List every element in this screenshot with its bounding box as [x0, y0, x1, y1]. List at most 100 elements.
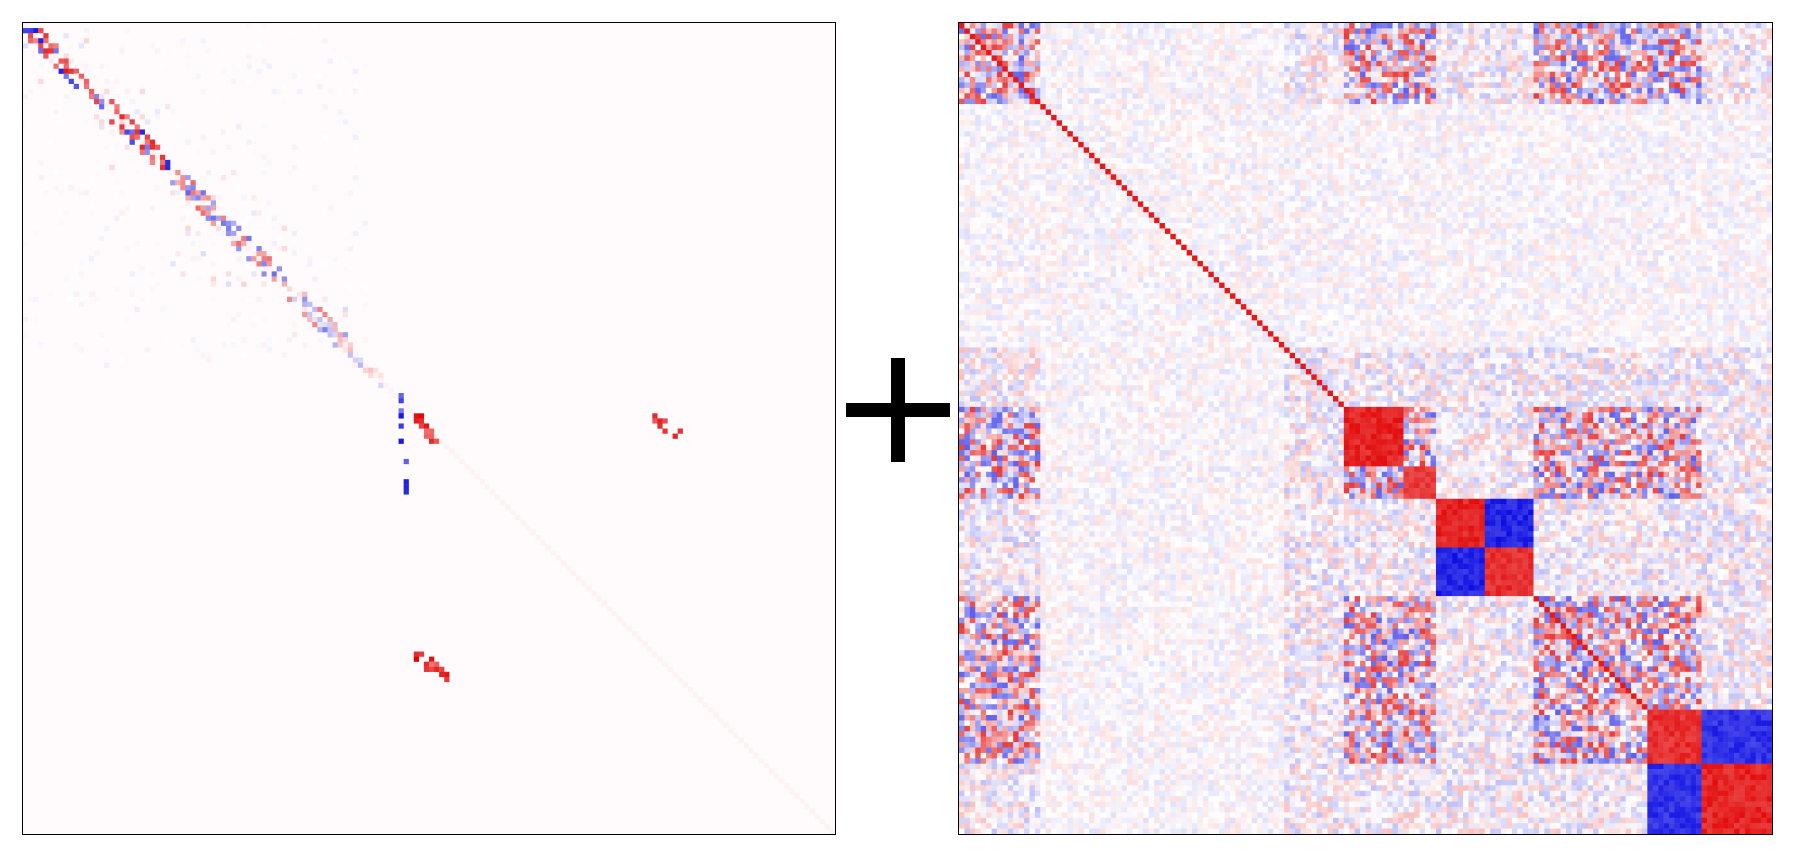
heatmap-cell	[1685, 23, 1691, 29]
heatmap-cell	[1197, 99, 1203, 105]
heatmap-cell	[734, 733, 739, 738]
heatmap-cell	[1490, 77, 1496, 83]
heatmap-cell	[1506, 110, 1512, 116]
heatmap-cell	[1414, 131, 1420, 137]
heatmap-cell	[1490, 82, 1496, 88]
heatmap-cell	[1344, 153, 1350, 159]
heatmap-cell	[1154, 126, 1160, 132]
heatmap-cell	[1669, 45, 1675, 51]
heatmap-cell	[1658, 126, 1664, 132]
heatmap-cell	[1355, 45, 1361, 51]
heatmap-cell	[1474, 50, 1480, 56]
heatmap-cell	[1642, 137, 1648, 143]
heatmap-cell	[1219, 131, 1225, 137]
heatmap-cell	[1571, 147, 1577, 153]
heatmap-cell	[1328, 137, 1334, 143]
heatmap-cell	[1154, 137, 1160, 143]
heatmap-cell	[353, 175, 358, 180]
heatmap-cell	[1349, 174, 1355, 180]
heatmap-cell	[1073, 34, 1079, 40]
heatmap-cell	[1642, 169, 1648, 175]
heatmap-cell	[1479, 50, 1485, 56]
heatmap-cell	[1024, 88, 1030, 94]
heatmap-cell	[1024, 72, 1030, 78]
heatmap-cell	[970, 153, 976, 159]
heatmap-cell	[1474, 28, 1480, 34]
heatmap-cell	[1268, 99, 1274, 105]
heatmap-cell	[1078, 110, 1084, 116]
heatmap-cell	[1615, 45, 1621, 51]
heatmap-cell	[1187, 23, 1193, 29]
heatmap-cell	[1599, 99, 1605, 105]
heatmap-cell	[986, 55, 992, 61]
heatmap-cell	[1300, 126, 1306, 132]
heatmap-cell	[964, 126, 970, 132]
heatmap-cell	[1008, 115, 1014, 121]
heatmap-cell	[1620, 137, 1626, 143]
heatmap-cell	[429, 662, 434, 667]
heatmap-cell	[1474, 88, 1480, 94]
heatmap-cell	[348, 287, 353, 292]
heatmap-cell	[652, 652, 657, 657]
heatmap-cell	[1441, 66, 1447, 72]
heatmap-cell	[1192, 115, 1198, 121]
heatmap-cell	[1588, 39, 1594, 45]
heatmap-cell	[1420, 77, 1426, 83]
heatmap-cell	[1235, 131, 1241, 137]
heatmap-cell	[970, 104, 976, 110]
heatmap-cell	[1523, 77, 1529, 83]
heatmap-cell	[1176, 131, 1182, 137]
heatmap-cell	[981, 164, 987, 170]
heatmap-cell	[1631, 126, 1637, 132]
heatmap-cell	[1588, 61, 1594, 67]
heatmap-cell	[378, 373, 383, 378]
heatmap-cell	[975, 120, 981, 126]
heatmap-cell	[1636, 55, 1642, 61]
heatmap-cell	[1691, 28, 1697, 34]
heatmap-cell	[185, 180, 190, 185]
heatmap-cell	[1620, 153, 1626, 159]
heatmap-cell	[1479, 34, 1485, 40]
heatmap-cell	[1577, 131, 1583, 137]
heatmap-cell	[769, 768, 774, 773]
heatmap-cell	[1658, 137, 1664, 143]
heatmap-cell	[992, 61, 998, 67]
heatmap-cell	[1024, 174, 1030, 180]
heatmap-cell	[1696, 158, 1702, 164]
heatmap-cell	[1496, 99, 1502, 105]
heatmap-cell	[1691, 158, 1697, 164]
heatmap-cell	[1208, 88, 1214, 94]
heatmap-cell	[1398, 72, 1404, 78]
heatmap-cell	[1544, 104, 1550, 110]
heatmap-cell	[1284, 28, 1290, 34]
heatmap-cell	[1501, 34, 1507, 40]
heatmap-cell	[981, 72, 987, 78]
heatmap-cell	[1225, 99, 1231, 105]
heatmap-cell	[1512, 126, 1518, 132]
heatmap-cell	[1425, 50, 1431, 56]
heatmap-cell	[959, 93, 965, 99]
heatmap-cell	[1658, 45, 1664, 51]
heatmap-cell	[1588, 147, 1594, 153]
heatmap-cell	[1338, 153, 1344, 159]
heatmap-cell	[1160, 142, 1166, 148]
heatmap-cell	[1447, 88, 1453, 94]
heatmap-cell	[38, 48, 43, 53]
heatmap-cell	[1241, 61, 1247, 67]
heatmap-cell	[1734, 88, 1740, 94]
heatmap-cell	[1588, 137, 1594, 143]
heatmap-cell	[317, 145, 322, 150]
heatmap-cell	[206, 216, 211, 221]
heatmap-cell	[1425, 39, 1431, 45]
heatmap-cell	[1615, 61, 1621, 67]
heatmap-cell	[1100, 93, 1106, 99]
heatmap-cell	[1490, 99, 1496, 105]
heatmap-cell	[1718, 28, 1724, 34]
heatmap-cell	[1360, 164, 1366, 170]
heatmap-cell	[1371, 23, 1377, 29]
heatmap-cell	[1338, 120, 1344, 126]
heatmap-cell	[1496, 93, 1502, 99]
heatmap-cell	[1436, 45, 1442, 51]
heatmap-cell	[1664, 66, 1670, 72]
heatmap-cell	[1165, 45, 1171, 51]
